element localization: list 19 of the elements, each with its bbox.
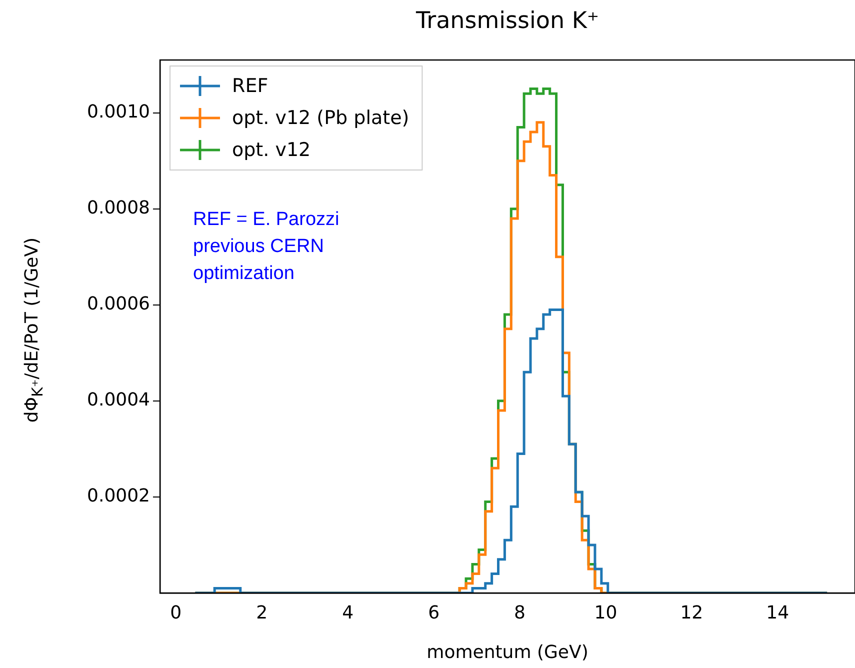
y-tick-label: 0.0002 [87, 486, 150, 507]
x-tick-label: 4 [342, 602, 354, 624]
annotation: REF = E. Parozzi previous CERN optimization [193, 208, 340, 286]
y-tick-label: 0.0010 [87, 101, 150, 122]
x-tick-label: 8 [514, 602, 526, 624]
y-tick-label: 0.0006 [87, 294, 150, 315]
legend-label: opt. v12 [232, 138, 311, 161]
x-axis-title: momentum (GeV) [426, 642, 588, 663]
y-tick-label: 0.0004 [87, 390, 150, 411]
chart-title: Transmission K⁺ [414, 8, 600, 34]
x-tick-label: 12 [680, 602, 704, 624]
x-tick-label: 10 [594, 602, 618, 624]
legend-label: opt. v12 (Pb plate) [232, 106, 410, 129]
legend-label: REF [232, 74, 268, 97]
x-tick-label: 6 [428, 602, 440, 624]
x-tick-label: 14 [766, 602, 790, 624]
x-tick-label: 0 [170, 602, 182, 624]
x-tick-label: 2 [256, 602, 268, 624]
y-tick-label: 0.0008 [87, 198, 150, 219]
